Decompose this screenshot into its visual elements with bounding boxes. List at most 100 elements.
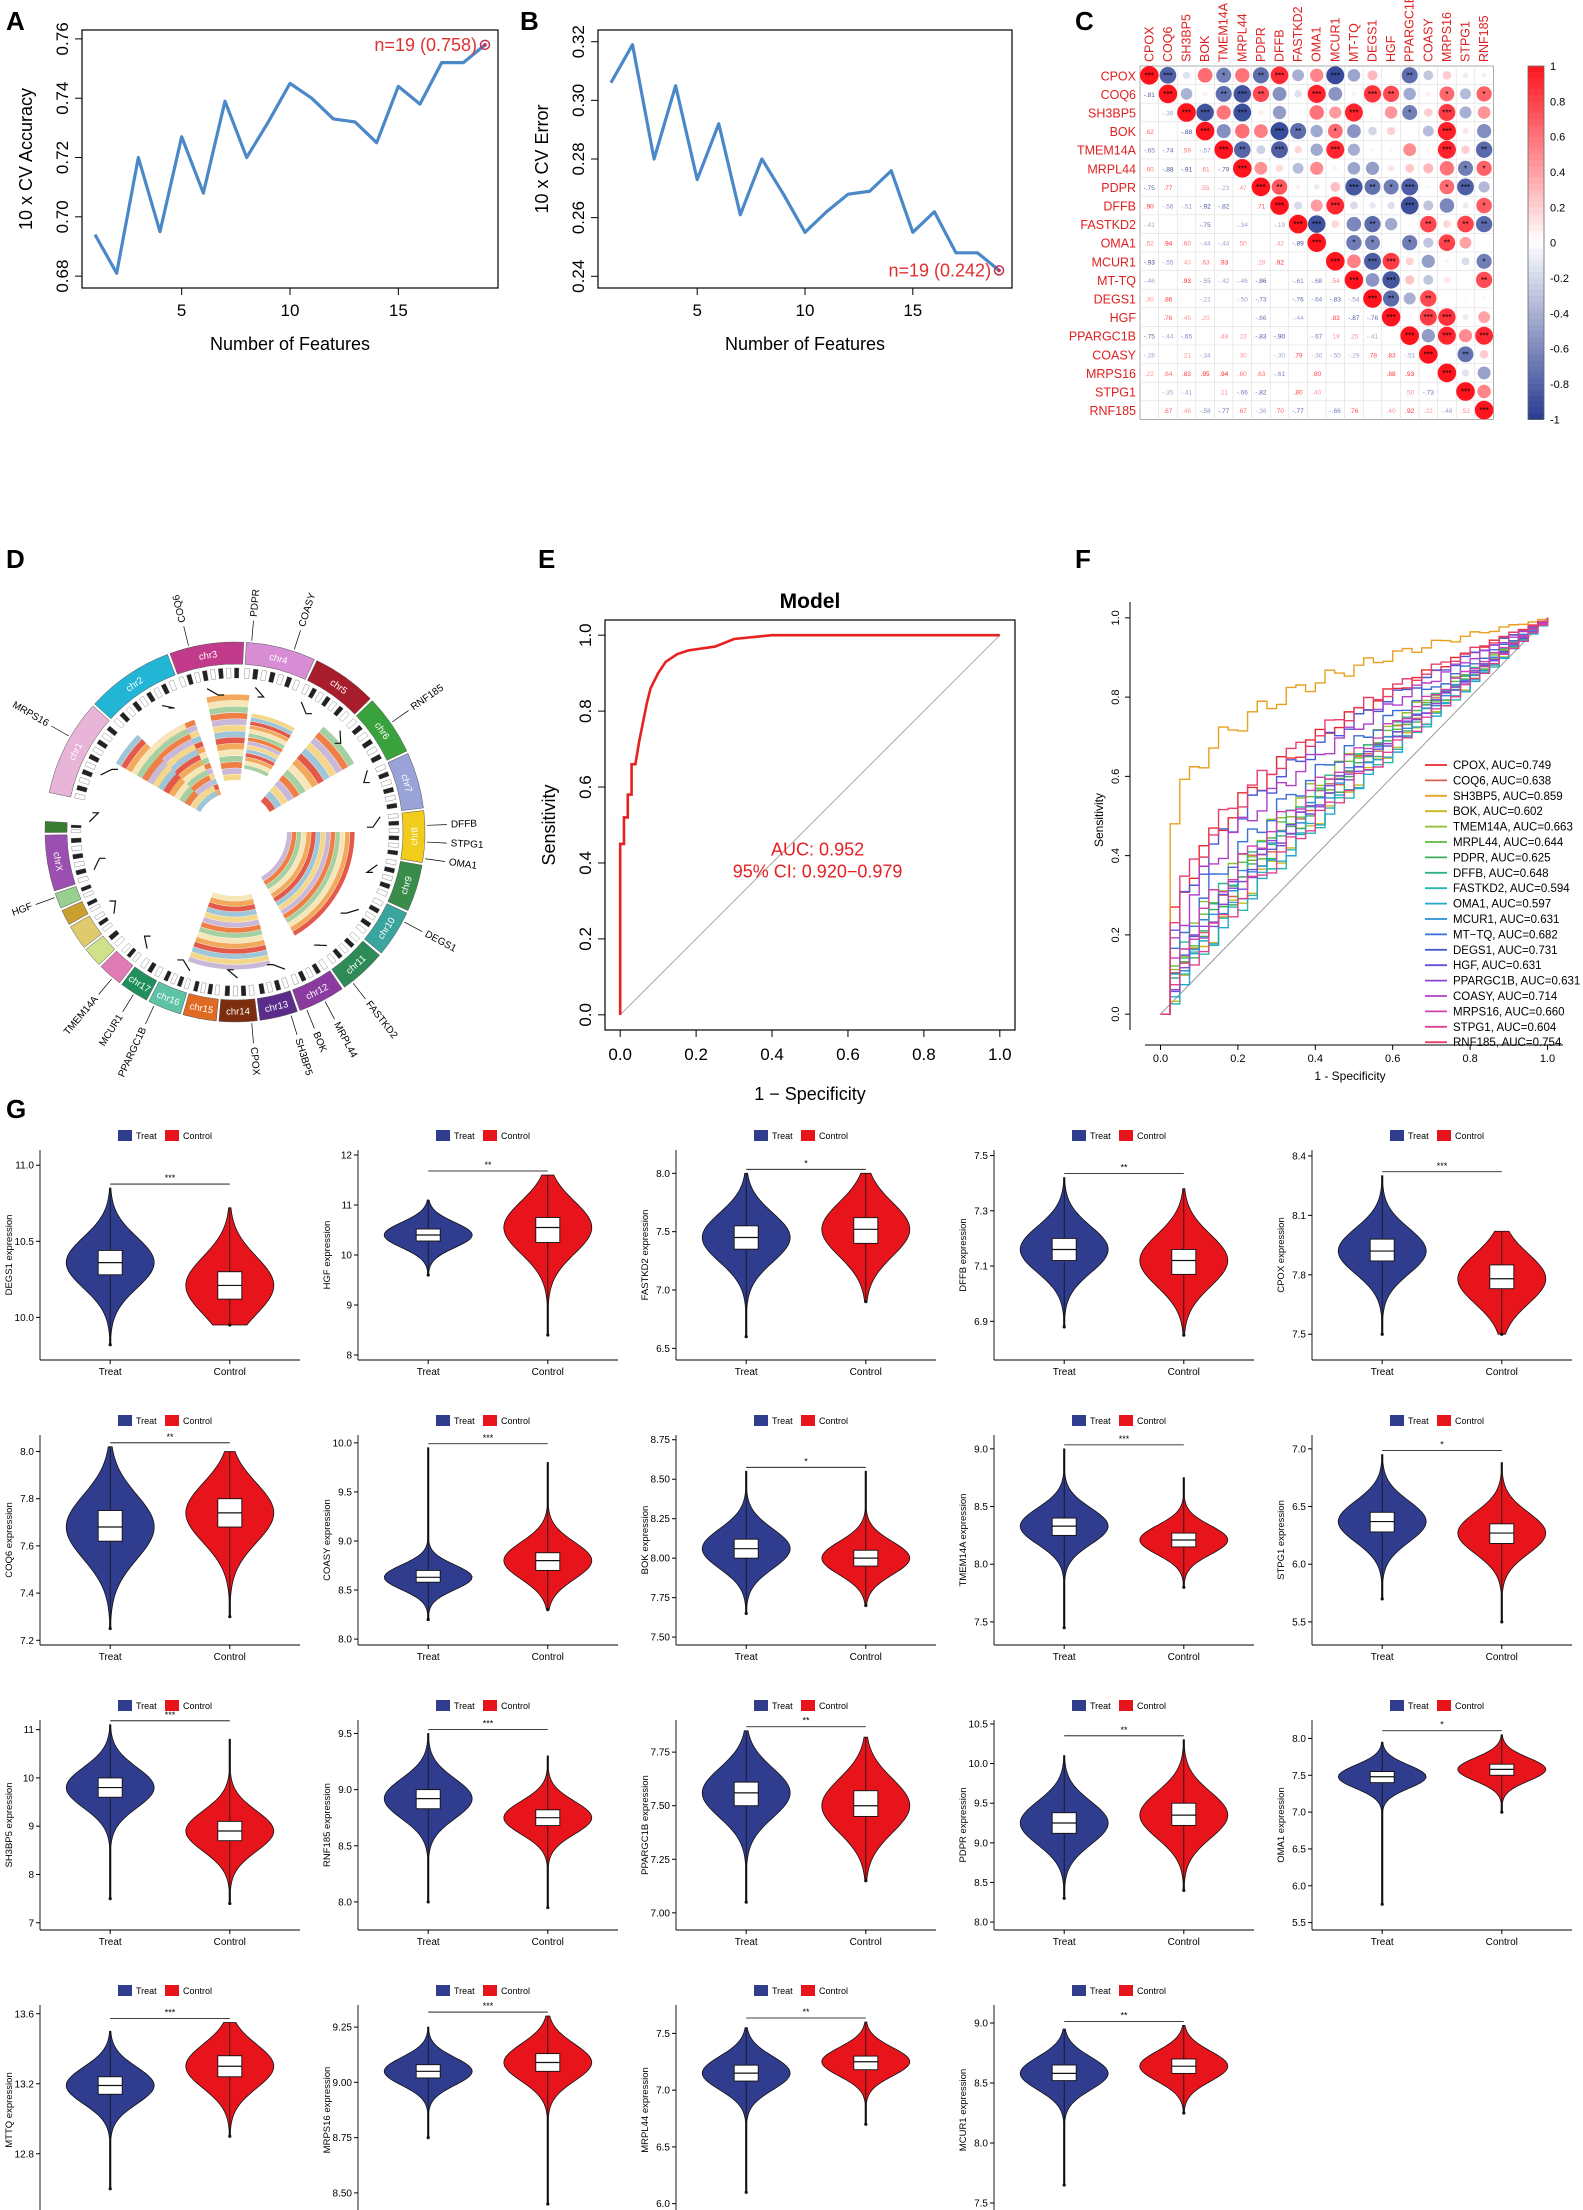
y-tick-label-3: 0.6 <box>576 775 595 799</box>
y-tick-label-0: 8.50 <box>333 2188 353 2199</box>
corr-circle-2-5 <box>1233 103 1252 122</box>
corr-circle-12-16 <box>1445 297 1449 300</box>
heat-layer-6-4 <box>175 770 209 801</box>
corr-value-4-1: -.74 <box>1162 148 1174 155</box>
corr-circle-12-17 <box>1463 296 1468 301</box>
heat-layer-5-9 <box>195 936 266 949</box>
gene-label-PDPR: PDPR <box>249 589 262 618</box>
legend-label-control: Control <box>183 1131 212 1141</box>
gene-label-COASY: COASY <box>297 591 318 628</box>
y-tick-label-0: 8.0 <box>338 1635 352 1646</box>
panel-c-correlation-heatmap: CPOX CPOX COQ6 COQ6 SH3BP5 SH3BP5 BOK BOK TMEM14… <box>1069 0 1569 426</box>
heat-layer-7-2 <box>174 782 190 800</box>
legend-swatch-control <box>1119 1985 1133 1996</box>
colorbar-step-38 <box>1528 289 1544 297</box>
band-chr10-3 <box>360 917 372 928</box>
row-label-FASTKD2: FASTKD2 <box>1080 218 1136 232</box>
corr-value-9-7: .42 <box>1275 241 1284 248</box>
corr-value-14-0: -.75 <box>1144 334 1156 341</box>
heat-layer-4-5 <box>273 832 316 902</box>
corr-circle-4-5 <box>1234 141 1251 158</box>
gene-tick-COQ6 <box>183 626 189 646</box>
chromosome-chr1 <box>48 705 110 798</box>
gene-label-RNF185: RNF185 <box>409 682 446 713</box>
locus-connector-8 <box>340 908 359 914</box>
y-axis-label: Sensitivity <box>1092 793 1106 847</box>
band-chr7-1 <box>378 771 390 780</box>
corr-value-1-0: -.81 <box>1144 92 1156 99</box>
corr-circle-3-15 <box>1422 125 1434 137</box>
corr-circle-11-12 <box>1365 273 1380 287</box>
legend-label-treat: Treat <box>1090 1986 1111 1996</box>
corr-circle-7-11 <box>1349 201 1358 210</box>
corr-value-5-0: .60 <box>1145 166 1154 173</box>
heat-layer-6-11 <box>141 733 192 781</box>
outlier-control <box>1500 1620 1504 1624</box>
band-chr16-0 <box>183 978 191 990</box>
corr-value-11-5: -.46 <box>1237 278 1249 285</box>
corr-star-10-18: * <box>1483 257 1486 266</box>
outlier-control <box>228 1323 232 1327</box>
gene-tick-COASY <box>293 630 301 650</box>
outlier-treat <box>108 1897 112 1901</box>
corr-value-15-3: -.34 <box>1199 352 1211 359</box>
best-point-dot <box>997 268 1001 273</box>
significance-label: ** <box>802 2007 810 2017</box>
significance-label: ** <box>166 1432 174 1442</box>
legend-label-15: COASY, AUC=0.714 <box>1453 991 1558 1003</box>
y-tick-label-0: 0.0 <box>1110 1006 1122 1021</box>
corr-value-15-2: .21 <box>1182 352 1191 359</box>
legend-swatch-control <box>801 1700 815 1711</box>
heat-layer-7-8 <box>142 756 164 782</box>
y-tick-label-0: 5.5 <box>1292 1617 1306 1628</box>
y-axis-label: MRPL44 expression <box>640 2067 651 2153</box>
corr-value-7-3: -.92 <box>1199 204 1211 211</box>
outlier-treat <box>744 1900 748 1904</box>
corr-value-13-6: -.66 <box>1255 315 1267 322</box>
corr-star-14-16: *** <box>1442 332 1451 341</box>
legend-label-4: TMEM14A, AUC=0.663 <box>1453 822 1573 834</box>
significance-label: ** <box>1120 2010 1128 2020</box>
y-axis-label: TMEM14A expression <box>958 1494 969 1587</box>
heat-layer-1-13 <box>206 694 250 704</box>
x-tick-label-2: 0.4 <box>760 1045 784 1064</box>
corr-circle-13-15 <box>1419 308 1437 326</box>
col-label-FASTKD2: FASTKD2 <box>1291 6 1305 62</box>
outlier-control <box>228 1615 232 1619</box>
corr-circle-6-16 <box>1439 179 1455 195</box>
legend-swatch-treat <box>754 1985 768 1996</box>
colorbar-step-17 <box>1528 166 1544 173</box>
colorbar-step-39 <box>1528 295 1544 303</box>
y-axis-label: HGF expression <box>322 1221 333 1290</box>
band-chr6-0 <box>346 718 357 730</box>
y-tick-label-2: 7.6 <box>20 1541 34 1552</box>
legend-label-9: OMA1, AUC=0.597 <box>1453 899 1551 911</box>
corr-value-18-5: .67 <box>1238 408 1247 415</box>
panel-letter-c: C <box>1075 6 1094 36</box>
corr-star-6-11: *** <box>1349 183 1358 192</box>
colorbar-step-9 <box>1528 119 1544 126</box>
heat-layer-4-7 <box>278 832 326 911</box>
corr-circle-12-15 <box>1420 290 1437 307</box>
corr-star-6-7: ** <box>1276 183 1282 192</box>
row-label-COQ6: COQ6 <box>1101 88 1136 102</box>
corr-circle-6-17 <box>1457 178 1474 196</box>
corr-star-0-10: *** <box>1331 71 1340 80</box>
y-tick-label-3: 9.5 <box>338 1729 352 1740</box>
corr-circle-9-18 <box>1482 241 1486 244</box>
legend-swatch-control <box>483 1985 497 1996</box>
corr-circle-8-8 <box>1288 214 1308 234</box>
corr-circle-2-16 <box>1438 104 1456 121</box>
corr-circle-11-18 <box>1475 271 1493 289</box>
chromosome-chr19 <box>85 935 116 966</box>
corr-circle-5-11 <box>1347 161 1361 175</box>
corr-circle-5-15 <box>1423 163 1434 174</box>
outlier-control <box>1500 1810 1504 1814</box>
x-tick-label-4: 0.8 <box>1462 1053 1477 1065</box>
colorbar-step-4 <box>1528 89 1544 97</box>
corr-star-10-13: *** <box>1386 257 1395 266</box>
x-tick-label-control: Control <box>1486 1937 1518 1948</box>
violin-plot-SH3BP5: Treat Control 7 8 9 10 11 SH3BP5 expression Trea… <box>4 1700 300 1948</box>
y-tick-label-0: 12.8 <box>15 2149 35 2160</box>
